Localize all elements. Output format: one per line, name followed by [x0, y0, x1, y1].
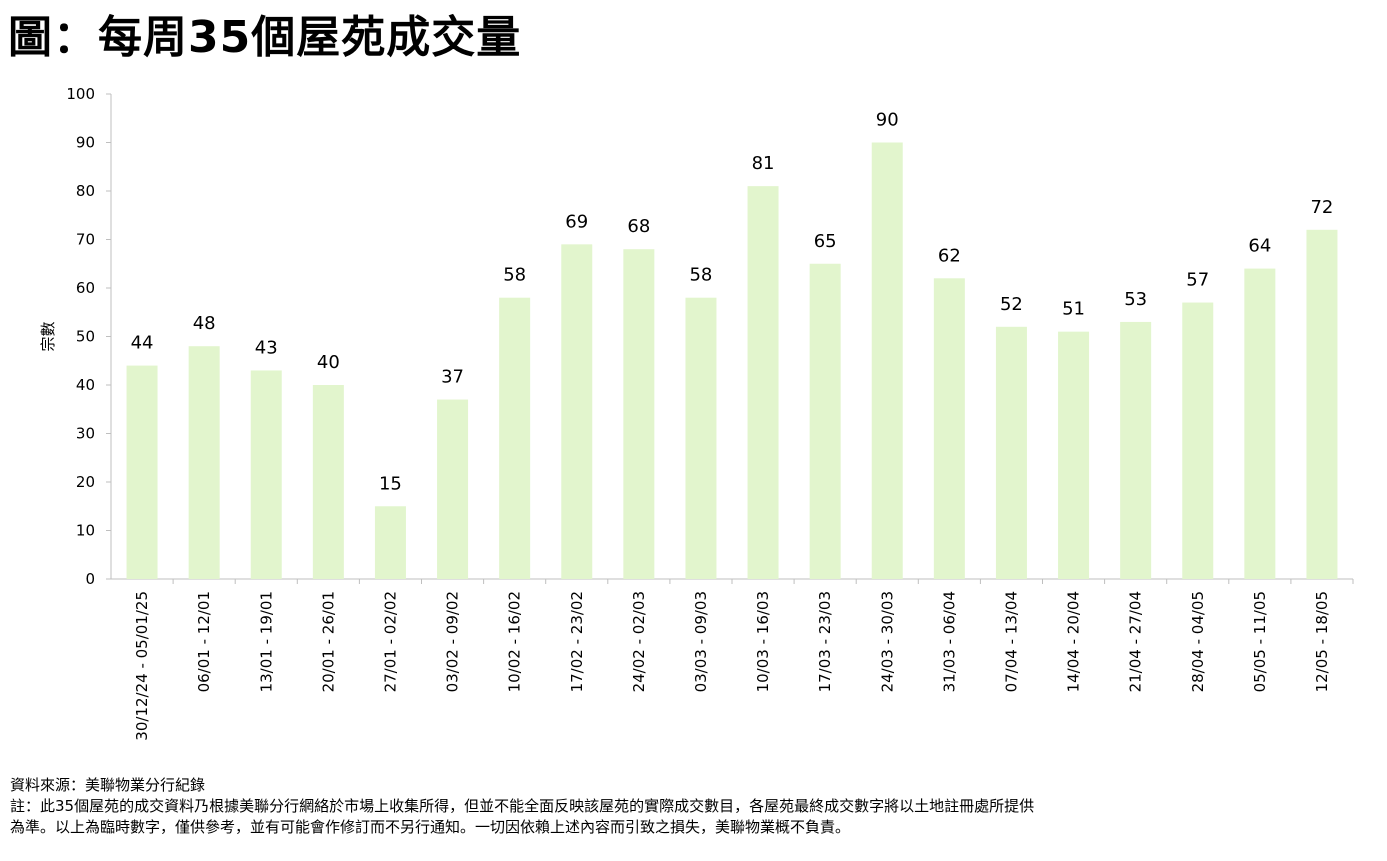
x-tick-label: 10/03 - 16/03	[754, 591, 772, 692]
bar	[499, 297, 531, 579]
x-tick-label: 17/02 - 23/02	[568, 591, 586, 692]
bar	[871, 142, 903, 579]
data-label: 48	[193, 313, 216, 334]
data-label: 72	[1310, 197, 1333, 218]
y-tick-label: 20	[76, 473, 95, 491]
data-label: 62	[938, 245, 961, 266]
x-tick-label: 24/02 - 02/03	[630, 591, 648, 692]
x-tick-label: 13/01 - 19/01	[257, 591, 275, 692]
x-tick-label: 21/04 - 27/04	[1127, 591, 1145, 692]
y-tick-label: 10	[76, 522, 95, 540]
data-label: 52	[1000, 294, 1023, 315]
y-tick-label: 50	[76, 328, 95, 346]
data-label: 40	[317, 352, 340, 373]
x-tick-label: 14/04 - 20/04	[1065, 591, 1083, 692]
bar	[437, 399, 469, 579]
source-note: 資料來源：美聯物業分行紀錄	[10, 776, 206, 794]
bar	[188, 346, 220, 579]
x-tick-label: 17/03 - 23/03	[816, 591, 834, 692]
y-tick-label: 70	[76, 231, 95, 249]
x-tick-label: 10/02 - 16/02	[506, 591, 524, 692]
bar	[1058, 331, 1090, 579]
bar	[1120, 321, 1152, 579]
bar	[995, 326, 1027, 579]
data-label: 43	[255, 337, 278, 358]
x-tick-label: 27/01 - 02/02	[381, 591, 399, 692]
bar	[561, 244, 593, 579]
disclaimer-line-2: 為準。以上為臨時數字，僅供參考，並有可能會作修訂而不另行通知。一切因依賴上述內容…	[10, 818, 851, 836]
bar-chart: 0 10 20 30 40 50 60 70 80 90 100 宗數 44 30/12/24 - 05/…	[39, 85, 1354, 741]
bar	[747, 186, 779, 579]
chart-title: 圖：每周35個屋苑成交量	[8, 12, 522, 63]
bar	[374, 506, 406, 579]
y-tick-label: 100	[66, 85, 95, 103]
x-tick-label: 20/01 - 26/01	[319, 591, 337, 692]
bar	[312, 385, 344, 579]
bar	[1306, 229, 1338, 580]
x-tick-label: 24/03 - 30/03	[878, 591, 896, 692]
data-label: 53	[1124, 289, 1147, 310]
bar	[623, 249, 655, 579]
bar	[933, 278, 965, 579]
bar	[1244, 268, 1276, 579]
data-label: 15	[379, 473, 402, 494]
x-tick-label: 07/04 - 13/04	[1002, 591, 1020, 692]
data-label: 65	[814, 231, 837, 252]
data-label: 57	[1186, 270, 1209, 291]
data-label: 58	[689, 265, 712, 286]
data-label: 81	[752, 153, 775, 174]
bar	[1182, 302, 1214, 579]
data-label: 37	[441, 367, 464, 388]
chart-footer: 資料來源：美聯物業分行紀錄 註：此35個屋苑的成交資料乃根據美聯分行網絡於市場上…	[10, 775, 1380, 838]
data-label: 90	[876, 110, 899, 131]
data-label: 44	[131, 333, 154, 354]
x-tick-label: 31/03 - 06/04	[940, 591, 958, 692]
data-label: 51	[1062, 299, 1085, 320]
x-tick-label: 03/02 - 09/02	[444, 591, 462, 692]
x-tick-label: 06/01 - 12/01	[195, 591, 213, 692]
data-label: 58	[503, 265, 526, 286]
y-tick-label: 0	[85, 570, 95, 588]
data-label: 68	[627, 216, 650, 237]
y-tick-label: 30	[76, 425, 95, 443]
data-label: 64	[1248, 236, 1271, 257]
bar	[126, 365, 158, 579]
y-tick-label: 90	[76, 134, 95, 152]
y-tick-label: 60	[76, 279, 95, 297]
x-tick-label: 03/03 - 09/03	[692, 591, 710, 692]
x-tick-label: 28/04 - 04/05	[1189, 591, 1207, 692]
x-tick-label: 30/12/24 - 05/01/25	[133, 591, 151, 741]
y-axis-title: 宗數	[39, 321, 57, 351]
bar	[250, 370, 282, 579]
x-tick-label: 12/05 - 18/05	[1313, 591, 1331, 692]
bar	[685, 297, 717, 579]
y-tick-label: 40	[76, 376, 95, 394]
bar	[809, 263, 841, 579]
y-tick-label: 80	[76, 182, 95, 200]
x-tick-label: 05/05 - 11/05	[1251, 591, 1269, 692]
disclaimer-line-1: 註：此35個屋苑的成交資料乃根據美聯分行網絡於市場上收集所得，但並不能全面反映該…	[10, 797, 1035, 815]
data-label: 69	[565, 211, 588, 232]
